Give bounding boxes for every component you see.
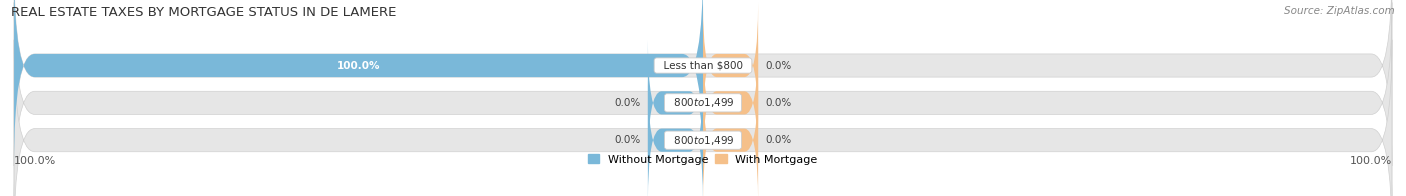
FancyBboxPatch shape [703, 40, 758, 166]
Text: 0.0%: 0.0% [765, 61, 792, 71]
FancyBboxPatch shape [703, 77, 758, 196]
Text: 0.0%: 0.0% [765, 98, 792, 108]
Text: 0.0%: 0.0% [765, 135, 792, 145]
FancyBboxPatch shape [14, 0, 703, 166]
Text: REAL ESTATE TAXES BY MORTGAGE STATUS IN DE LAMERE: REAL ESTATE TAXES BY MORTGAGE STATUS IN … [11, 6, 396, 19]
Text: 0.0%: 0.0% [614, 135, 641, 145]
FancyBboxPatch shape [648, 40, 703, 166]
FancyBboxPatch shape [14, 0, 1392, 166]
Text: Source: ZipAtlas.com: Source: ZipAtlas.com [1284, 6, 1395, 16]
FancyBboxPatch shape [703, 2, 758, 129]
Text: $800 to $1,499: $800 to $1,499 [666, 96, 740, 109]
FancyBboxPatch shape [14, 2, 1392, 196]
FancyBboxPatch shape [14, 40, 1392, 196]
FancyBboxPatch shape [648, 77, 703, 196]
Text: 100.0%: 100.0% [1350, 156, 1392, 166]
Text: 100.0%: 100.0% [337, 61, 380, 71]
Text: $800 to $1,499: $800 to $1,499 [666, 134, 740, 147]
Text: 100.0%: 100.0% [14, 156, 56, 166]
Text: 0.0%: 0.0% [614, 98, 641, 108]
Legend: Without Mortgage, With Mortgage: Without Mortgage, With Mortgage [588, 154, 818, 165]
Text: Less than $800: Less than $800 [657, 61, 749, 71]
